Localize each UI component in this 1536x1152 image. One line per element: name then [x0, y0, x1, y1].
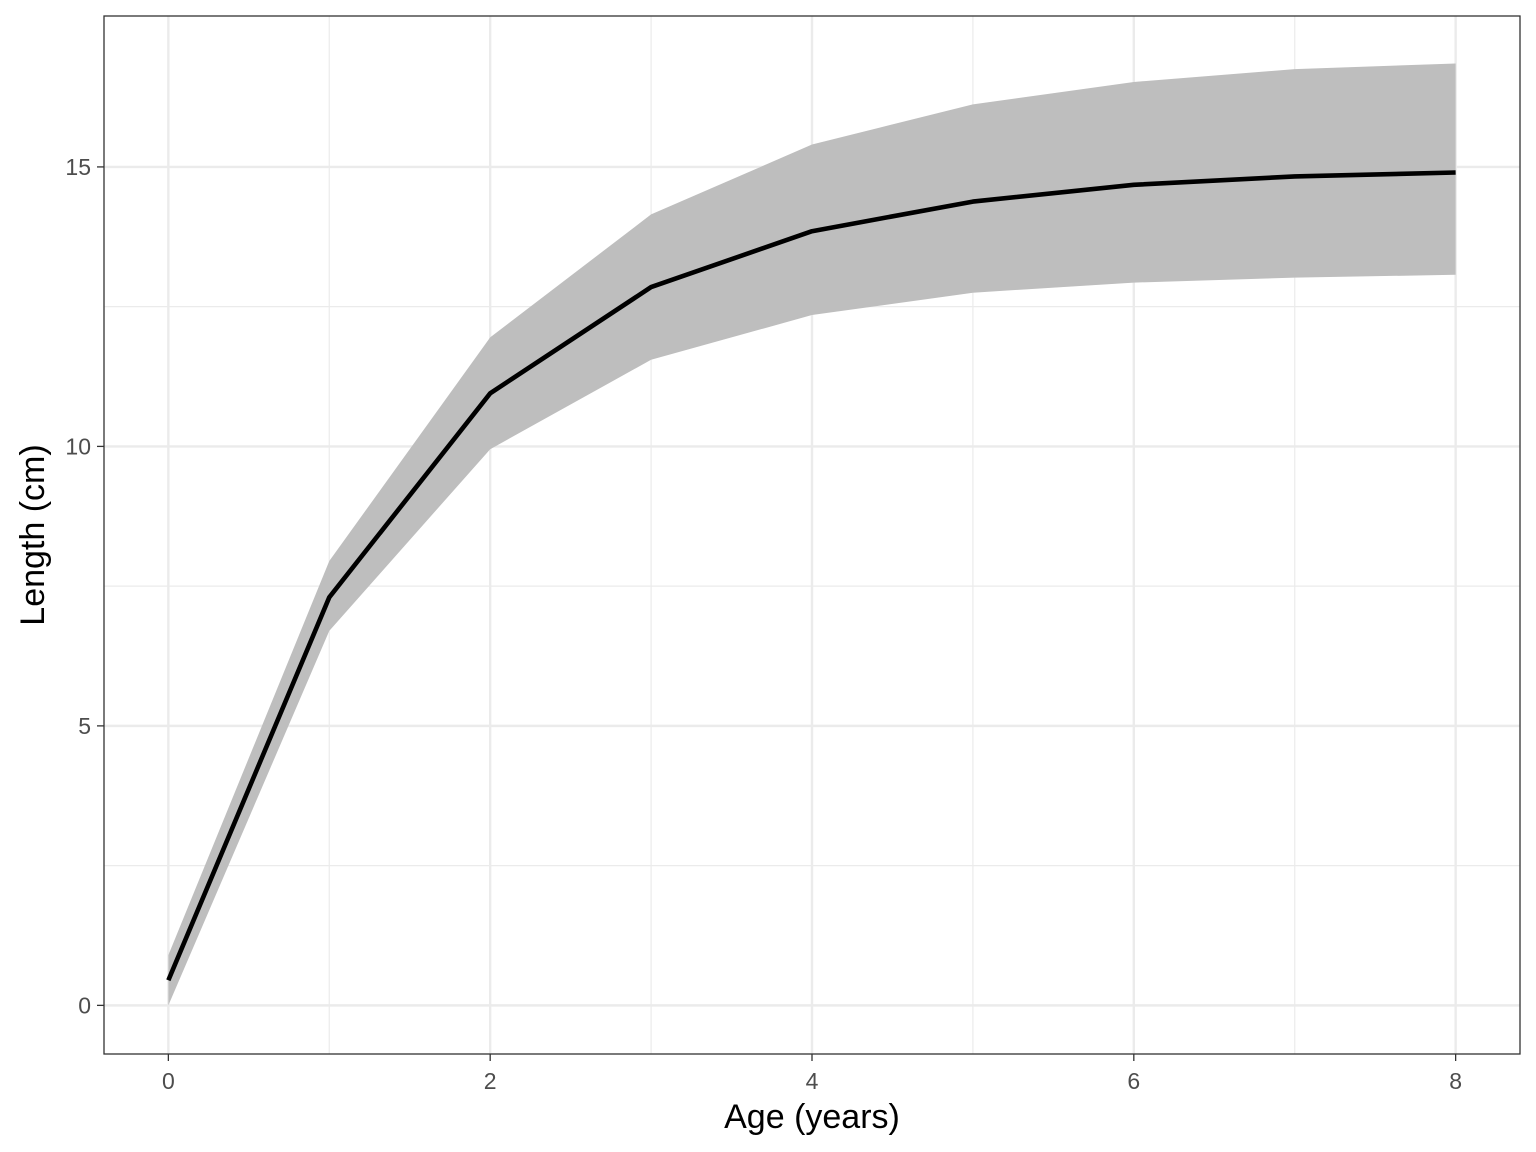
confidence-bands [168, 63, 1456, 1006]
x-tick-label: 2 [484, 1068, 497, 1094]
x-axis-ticks: 0 2 4 6 8 [162, 1054, 1462, 1094]
confidence-band [168, 63, 1456, 1006]
x-tick-label: 0 [162, 1068, 175, 1094]
x-tick-label: 4 [806, 1068, 819, 1094]
x-tick-label: 6 [1127, 1068, 1140, 1094]
series-lines [166, 170, 1456, 982]
y-tick-label: 0 [78, 992, 91, 1018]
x-tick-label: 8 [1449, 1068, 1462, 1094]
y-axis-title: Length (cm) [14, 444, 52, 625]
series-line [166, 170, 1456, 982]
y-tick-label: 10 [65, 433, 91, 459]
y-axis-ticks: 0 5 10 15 [65, 154, 104, 1018]
x-axis-title: Age (years) [724, 1098, 900, 1136]
y-tick-label: 5 [78, 713, 91, 739]
major-gridlines [104, 16, 1520, 1054]
y-tick-label: 15 [65, 154, 91, 180]
